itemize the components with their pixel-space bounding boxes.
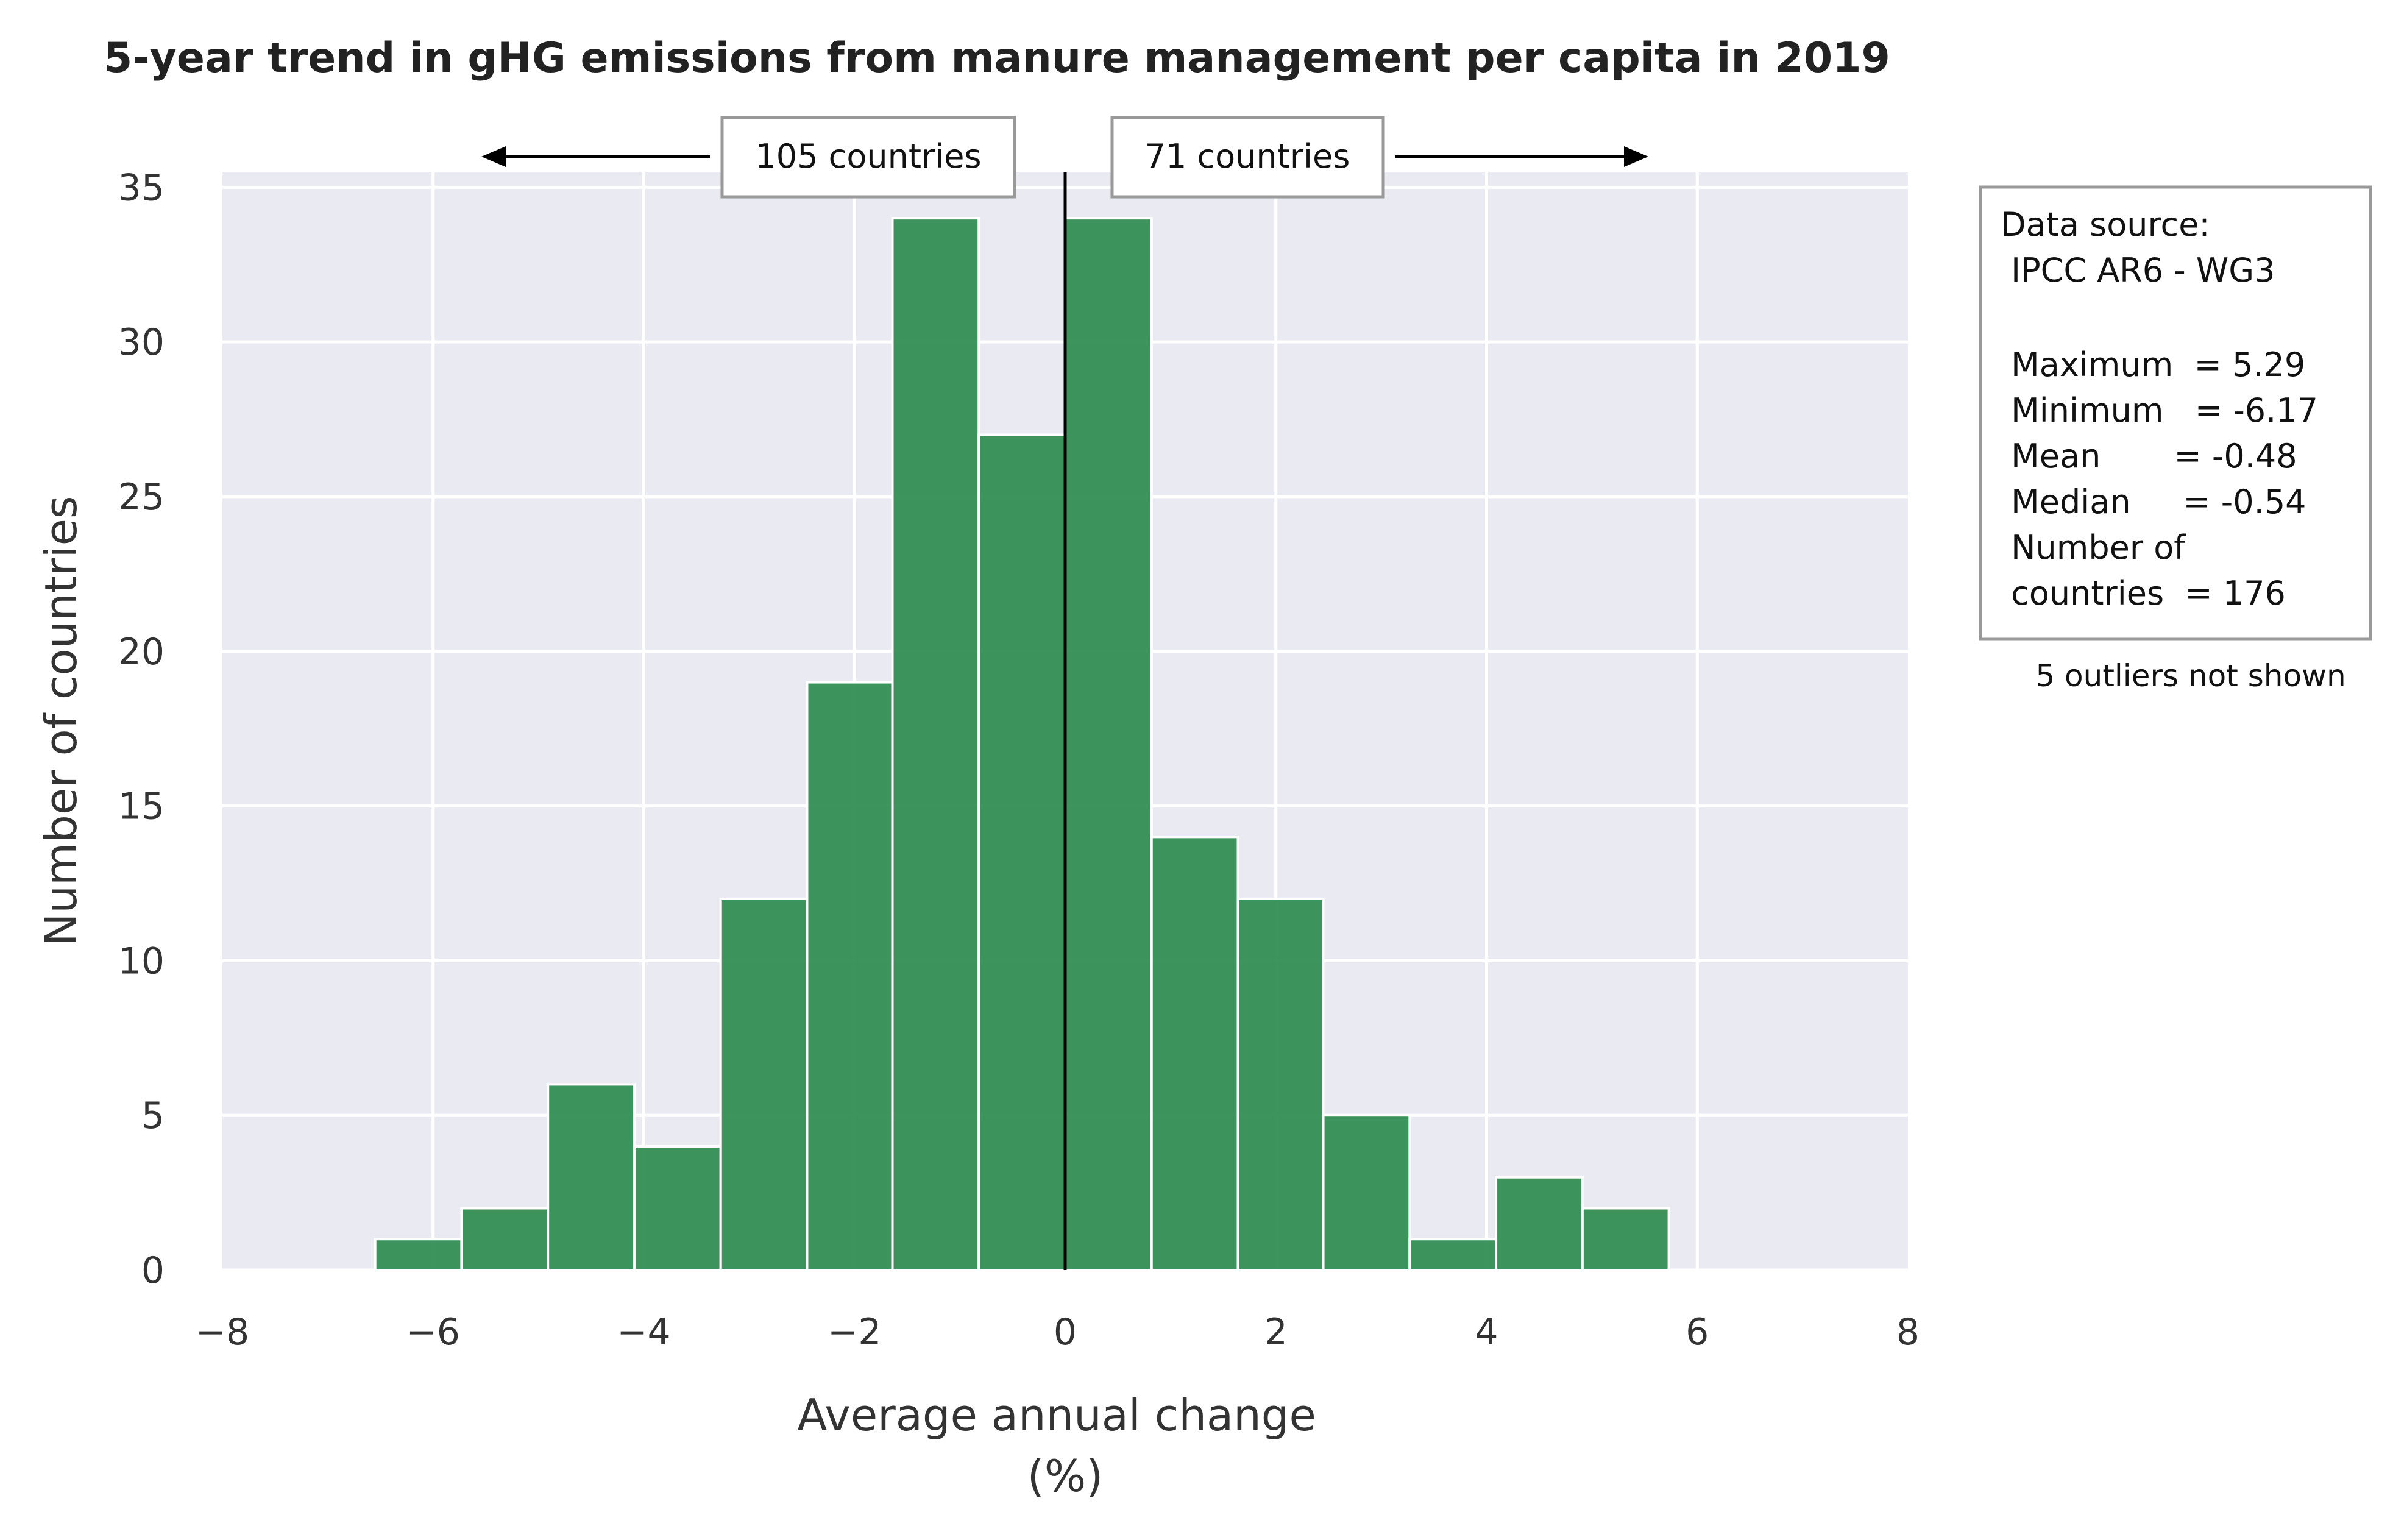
histogram-bar [977, 433, 1067, 1271]
y-tick-label: 35 [118, 166, 165, 209]
x-tick-label: 0 [1054, 1311, 1077, 1354]
info-line: countries = 176 [2001, 574, 2286, 612]
info-line: IPCC AR6 - WG3 [2001, 251, 2275, 289]
histogram-bar [806, 681, 894, 1271]
histogram-bar [633, 1144, 722, 1272]
histogram-bar [891, 217, 980, 1271]
y-tick-label: 0 [141, 1249, 165, 1292]
x-tick-label: 6 [1686, 1311, 1709, 1354]
right-count-box [1110, 116, 1385, 199]
x-axis-label-line-2: (%) [1027, 1450, 1104, 1502]
x-tick-label: −8 [196, 1311, 249, 1354]
y-tick-label: 5 [141, 1095, 165, 1137]
histogram-bar [1495, 1176, 1584, 1271]
y-tick-label: 25 [118, 476, 165, 519]
histogram-bar [547, 1083, 636, 1272]
histogram-bar [1064, 217, 1153, 1271]
info-line: Maximum = 5.29 [2001, 346, 2305, 384]
right-count-label: 71 countries [1145, 137, 1350, 176]
x-tick-labels: −8 −6 −4 −2 0 2 4 6 8 [196, 1311, 1920, 1354]
info-line: Minimum = -6.17 [2001, 391, 2318, 430]
x-tick-label: −4 [617, 1311, 670, 1354]
histogram-bar [460, 1207, 550, 1272]
left-arrow-head-icon [481, 146, 506, 167]
y-tick-label: 20 [118, 631, 165, 673]
histogram-bar [719, 897, 809, 1272]
x-tick-label: −6 [406, 1311, 460, 1354]
histogram-bar [1150, 836, 1239, 1272]
x-tick-label: −2 [828, 1311, 881, 1354]
y-axis-label: Number of countries [35, 496, 87, 946]
y-tick-labels: 0 5 10 15 20 25 30 35 [118, 166, 165, 1292]
histogram-bar [1322, 1114, 1411, 1271]
histogram-bar [1236, 897, 1325, 1272]
x-axis-label-line-1: Average annual change [797, 1389, 1316, 1441]
info-line: Number of [2001, 528, 2186, 567]
info-line: Data source: [2001, 205, 2210, 244]
y-tick-label: 30 [118, 321, 165, 364]
histogram-bar [374, 1238, 463, 1271]
info-box [1979, 185, 2372, 641]
x-tick-label: 4 [1475, 1311, 1498, 1354]
info-box-lines: Data source: IPCC AR6 - WG3 Maximum = 5.… [2001, 205, 2318, 612]
outliers-note: 5 outliers not shown [2035, 658, 2345, 694]
histogram-bars [374, 217, 1670, 1272]
right-arrow-head-icon [1624, 146, 1648, 167]
left-count-label: 105 countries [755, 137, 981, 176]
left-count-box [720, 116, 1016, 199]
chart-title: 5-year trend in gHG emissions from manur… [104, 34, 1890, 82]
x-tick-label: 8 [1896, 1311, 1920, 1354]
x-tick-label: 2 [1264, 1311, 1288, 1354]
y-tick-label: 10 [118, 940, 165, 982]
histogram-bar [1408, 1238, 1498, 1271]
y-tick-label: 15 [118, 786, 165, 828]
info-line: Mean = -0.48 [2001, 437, 2297, 475]
histogram-bar [1581, 1207, 1670, 1272]
info-line: Median = -0.54 [2001, 483, 2306, 521]
